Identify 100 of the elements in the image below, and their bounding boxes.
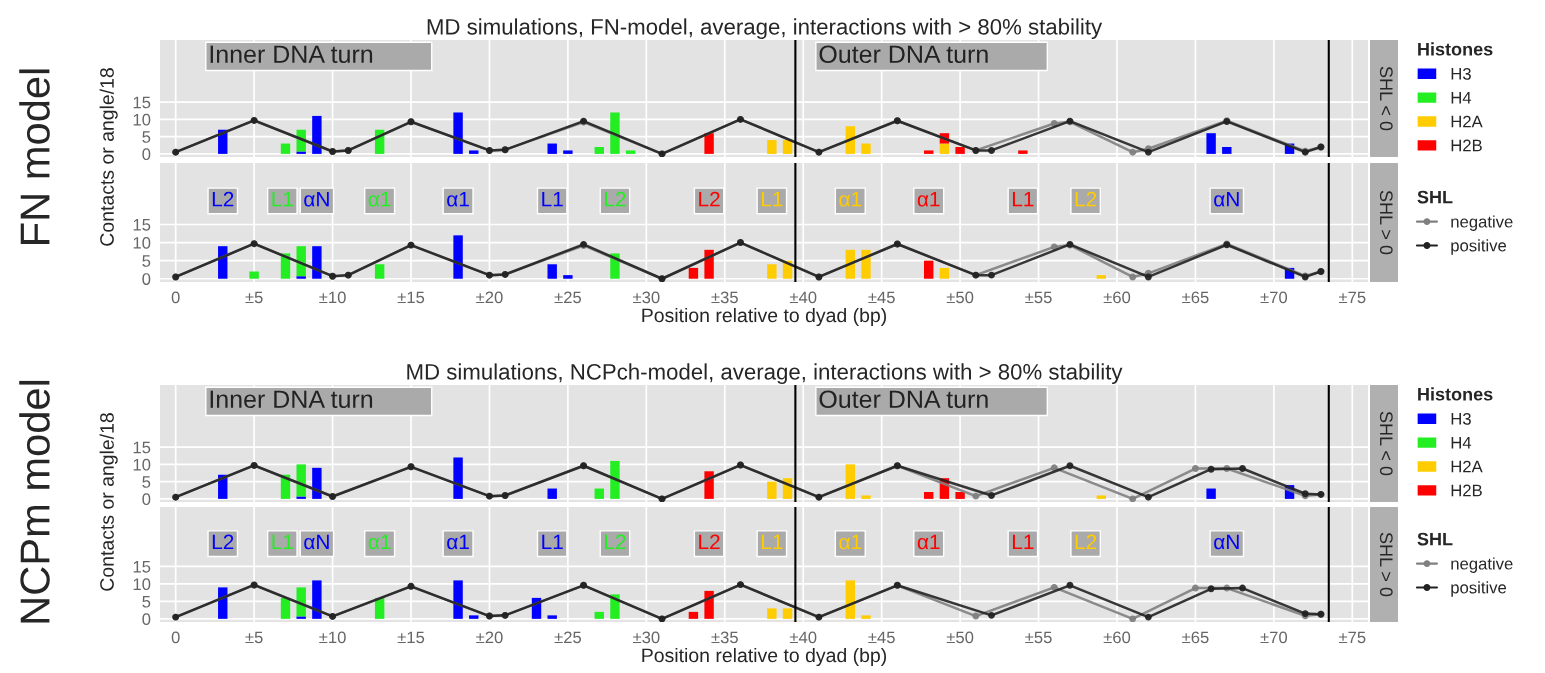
y-tick-label: 0 xyxy=(142,273,151,285)
annotation: L1 xyxy=(761,534,783,550)
annotation: L2 xyxy=(212,534,234,550)
annotation: L2 xyxy=(699,534,720,550)
x-tick-label: ±40 xyxy=(789,291,817,304)
x-tick-label: ±25 xyxy=(554,291,582,304)
annotation: α1 xyxy=(368,192,391,207)
x-tick-label: ±50 xyxy=(946,631,974,644)
annotation: α1 xyxy=(447,534,469,550)
legend-title: Histones xyxy=(1418,387,1493,401)
x-tick-label: ±45 xyxy=(868,291,895,304)
annotation: αN xyxy=(304,192,329,207)
x-tick-label: ±15 xyxy=(397,291,425,304)
x-tick-label: ±10 xyxy=(319,631,346,644)
y2-axis-title: SHL < 0 xyxy=(1379,66,1393,131)
legend-label: H2A xyxy=(1451,460,1483,473)
legend-label: H2B xyxy=(1451,484,1482,497)
legend-label: H2A xyxy=(1451,115,1483,128)
x-tick-label: ±75 xyxy=(1339,291,1366,304)
y-tick-label: 10 xyxy=(133,236,151,249)
text: FN model xyxy=(19,69,50,244)
y-axis-title: Contacts or angle/18 xyxy=(99,413,118,591)
annotation: Outer DNA turn xyxy=(819,45,988,64)
chart-title: MD simulations, NCPch-model, average, interactions with > 80% stability xyxy=(407,363,1123,385)
annotation: α1 xyxy=(447,192,469,207)
x-tick-label: ±40 xyxy=(789,631,817,644)
annotation: L2 xyxy=(605,534,626,550)
legend-label: H4 xyxy=(1451,436,1472,449)
x-tick-label: ±75 xyxy=(1339,631,1366,644)
x-tick-label: ±65 xyxy=(1182,631,1209,644)
legend-label: H4 xyxy=(1451,91,1472,104)
x-tick-label: 0 xyxy=(171,291,180,304)
legend-label: negative xyxy=(1451,215,1513,231)
y-tick-label: 15 xyxy=(133,219,151,231)
y-tick-label: 15 xyxy=(133,441,151,454)
annotation: L1 xyxy=(1012,534,1034,550)
x-tick-label: ±55 xyxy=(1025,291,1052,304)
y-tick-label: 0 xyxy=(142,148,151,161)
legend-title: SHL xyxy=(1417,190,1453,204)
annotation: α1 xyxy=(917,534,940,550)
text: NCPm model xyxy=(19,380,50,623)
annotation: Outer DNA turn xyxy=(819,390,988,409)
legend-title: SHL xyxy=(1417,532,1453,546)
annotation: α1 xyxy=(368,534,391,550)
x-tick-label: ±5 xyxy=(245,631,263,644)
legend-title: Histones xyxy=(1418,42,1493,56)
x-tick-label: ±70 xyxy=(1260,631,1288,644)
y-axis-title: Contacts or angle/18 xyxy=(99,68,118,246)
legend-label: positive xyxy=(1451,239,1507,255)
legend-label: H3 xyxy=(1451,67,1471,80)
annotation: L1 xyxy=(761,192,783,207)
annotation: αN xyxy=(1214,534,1239,550)
x-axis-title: Position relative to dyad (bp) xyxy=(642,307,887,327)
x-tick-label: ±50 xyxy=(946,291,974,304)
x-axis-title: Position relative to dyad (bp) xyxy=(642,647,887,667)
y-tick-label: 0 xyxy=(142,613,151,626)
y-tick-label: 15 xyxy=(133,561,151,573)
annotation: L2 xyxy=(605,191,626,207)
annotation: L2 xyxy=(1075,191,1097,207)
annotation: L2 xyxy=(212,191,234,207)
legend-label: H3 xyxy=(1451,412,1471,425)
legend-label: H2B xyxy=(1451,139,1482,152)
x-tick-label: ±10 xyxy=(319,291,346,304)
y-tick-label: 10 xyxy=(133,458,151,471)
x-tick-label: ±20 xyxy=(476,291,503,304)
chart-title: MD simulations, FN-model, average, interactions with > 80% stability xyxy=(427,18,1103,40)
y-tick-label: 5 xyxy=(142,476,151,488)
annotation: L2 xyxy=(1075,534,1097,550)
annotation: L1 xyxy=(272,534,293,550)
annotation: L1 xyxy=(542,534,563,550)
y2-axis-title: SHL > 0 xyxy=(1379,190,1393,255)
x-tick-label: ±25 xyxy=(554,631,582,644)
annotation: L2 xyxy=(699,191,720,207)
annotation: αN xyxy=(304,534,329,550)
x-tick-label: ±35 xyxy=(711,631,738,644)
annotation: L1 xyxy=(272,192,293,207)
annotation: Inner DNA turn xyxy=(210,390,373,409)
x-tick-label: ±60 xyxy=(1103,291,1131,304)
y-tick-label: 5 xyxy=(142,131,151,143)
x-tick-label: ±45 xyxy=(868,631,895,644)
annotation: α1 xyxy=(917,192,940,207)
x-tick-label: ±65 xyxy=(1182,291,1209,304)
x-tick-label: ±35 xyxy=(711,291,738,304)
x-tick-label: ±5 xyxy=(245,291,263,304)
y-tick-label: 0 xyxy=(142,493,151,506)
x-tick-label: ±20 xyxy=(476,631,503,644)
x-tick-label: ±55 xyxy=(1025,631,1052,644)
x-tick-label: ±15 xyxy=(397,631,425,644)
legend-label: positive xyxy=(1451,581,1507,597)
y-tick-label: 5 xyxy=(142,595,151,608)
y2-axis-title: SHL < 0 xyxy=(1379,411,1393,476)
y-tick-label: 5 xyxy=(142,255,151,267)
x-tick-label: ±70 xyxy=(1260,291,1288,304)
annotation: L1 xyxy=(542,192,563,207)
y-tick-label: 10 xyxy=(133,578,151,591)
x-tick-label: ±30 xyxy=(633,631,660,644)
annotation: L1 xyxy=(1012,192,1034,207)
x-tick-label: 0 xyxy=(171,631,180,644)
annotation: Inner DNA turn xyxy=(210,45,373,64)
x-tick-label: ±60 xyxy=(1103,631,1131,644)
